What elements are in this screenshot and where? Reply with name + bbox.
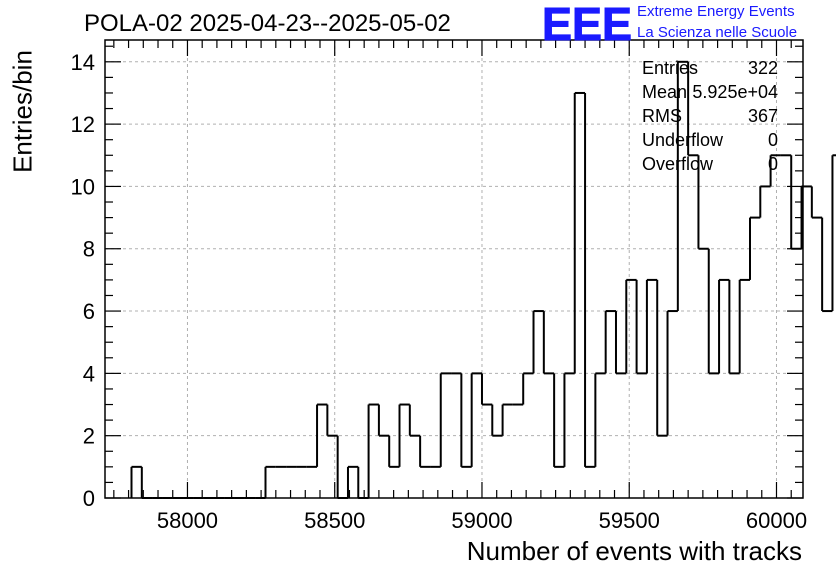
y-tick-label: 8 bbox=[83, 237, 95, 262]
grid-lines bbox=[105, 40, 803, 498]
plot-frame bbox=[104, 39, 804, 499]
y-tick-label: 12 bbox=[71, 112, 95, 137]
eee-logo: EEE bbox=[542, 0, 632, 44]
stats-value: 0 bbox=[767, 154, 778, 174]
x-axis-ticks: 58000 58500 59000 59500 60000 bbox=[113, 40, 807, 533]
stats-value: 5.925e+04 bbox=[692, 82, 778, 102]
y-axis-ticks: 0 2 4 6 8 10 12 14 bbox=[71, 45, 803, 511]
stats-box: Entries 322 Mean 5.925e+04 RMS 367 Under… bbox=[640, 58, 780, 178]
y-tick-label: 14 bbox=[71, 50, 95, 75]
y-tick-label: 2 bbox=[83, 424, 95, 449]
stats-row-rms: RMS 367 bbox=[640, 106, 780, 130]
x-tick-label: 59500 bbox=[599, 508, 660, 533]
y-axis-label: Entries/bin bbox=[7, 50, 38, 173]
stats-label: Overflow bbox=[642, 154, 714, 174]
y-tick-label: 4 bbox=[83, 361, 95, 386]
stats-row-entries: Entries 322 bbox=[640, 58, 780, 82]
x-axis-label: Number of events with tracks bbox=[466, 536, 802, 566]
y-tick-label: 0 bbox=[83, 486, 95, 511]
x-tick-label: 58000 bbox=[157, 508, 218, 533]
stats-label: Underflow bbox=[642, 130, 724, 150]
stats-label: Mean bbox=[642, 82, 688, 102]
stats-row-overflow: Overflow 0 bbox=[640, 154, 780, 178]
logo-line-1: Extreme Energy Events bbox=[637, 3, 795, 20]
stats-value: 322 bbox=[747, 58, 778, 78]
stats-value: 0 bbox=[767, 130, 778, 150]
y-tick-label: 10 bbox=[71, 174, 95, 199]
stats-row-underflow: Underflow 0 bbox=[640, 130, 780, 154]
x-tick-label: 58500 bbox=[304, 508, 365, 533]
x-tick-label: 59000 bbox=[451, 508, 512, 533]
eee-logo-mark: EEE bbox=[542, 0, 632, 44]
x-tick-label: 60000 bbox=[746, 508, 807, 533]
stats-row-mean: Mean 5.925e+04 bbox=[640, 82, 780, 106]
y-tick-label: 6 bbox=[83, 299, 95, 324]
logo-line-2: La Scienza nelle Scuole bbox=[637, 24, 798, 41]
stats-value: 367 bbox=[747, 106, 778, 126]
chart-title: POLA-02 2025-04-23--2025-05-02 bbox=[84, 10, 451, 37]
stats-label: Entries bbox=[642, 58, 699, 78]
stats-label: RMS bbox=[642, 106, 682, 126]
